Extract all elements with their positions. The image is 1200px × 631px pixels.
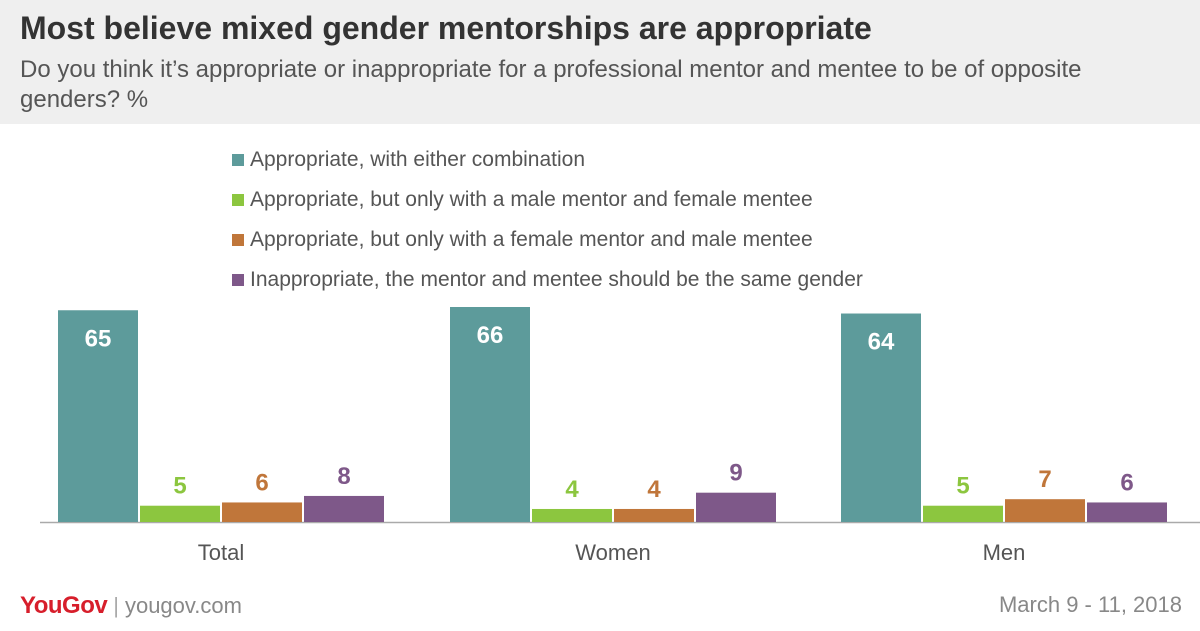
bar: [140, 505, 220, 522]
data-label: 64: [868, 329, 895, 356]
bar: [1005, 499, 1085, 522]
legend-label: Appropriate, but only with a male mentor…: [250, 188, 813, 211]
x-tick-label: Women: [575, 540, 650, 565]
legend-label: Appropriate, with either combination: [250, 148, 586, 171]
data-label: 5: [173, 473, 186, 500]
legend-item: Inappropriate, the mentor and mentee sho…: [232, 260, 863, 300]
bar: [222, 502, 302, 522]
x-tick-label: Men: [983, 540, 1026, 565]
bar: [304, 495, 384, 522]
data-label: 6: [1120, 469, 1133, 496]
legend-swatch: [232, 234, 244, 246]
bar: [58, 310, 138, 522]
data-label: 8: [337, 463, 350, 490]
legend-item: Appropriate, with either combination: [232, 140, 863, 180]
bar: [450, 307, 530, 522]
bar: [614, 508, 694, 522]
data-label: 4: [647, 476, 661, 503]
data-label: 65: [85, 325, 112, 352]
legend: Appropriate, with either combination App…: [232, 140, 863, 300]
data-label: 7: [1038, 466, 1051, 493]
data-label: 9: [729, 460, 742, 487]
chart-subtitle: Do you think it’s appropriate or inappro…: [20, 56, 1082, 113]
legend-item: Appropriate, but only with a male mentor…: [232, 180, 863, 220]
legend-swatch: [232, 154, 244, 166]
yougov-logo[interactable]: YouGov: [20, 592, 108, 619]
chart-title: Most believe mixed gender mentorships ar…: [20, 10, 872, 46]
legend-item: Appropriate, but only with a female ment…: [232, 220, 863, 260]
header-band: Most believe mixed gender mentorships ar…: [0, 0, 1200, 124]
legend-label: Inappropriate, the mentor and mentee sho…: [250, 268, 863, 291]
data-label: 66: [477, 322, 504, 349]
separator: |: [113, 593, 119, 618]
legend-label: Appropriate, but only with a female ment…: [250, 228, 813, 251]
data-label: 5: [956, 473, 969, 500]
bar: [923, 505, 1003, 522]
bar: [841, 313, 921, 522]
footer-brand: YouGov | yougov.com: [20, 592, 242, 620]
bar: [532, 508, 612, 522]
data-label: 4: [565, 476, 579, 503]
legend-swatch: [232, 274, 244, 286]
x-tick-label: Total: [198, 540, 244, 565]
legend-swatch: [232, 194, 244, 206]
bar: [1087, 502, 1167, 522]
site-link[interactable]: yougov.com: [124, 593, 242, 618]
data-label: 6: [255, 469, 268, 496]
bar: [696, 492, 776, 522]
survey-date: March 9 - 11, 2018: [998, 592, 1182, 617]
